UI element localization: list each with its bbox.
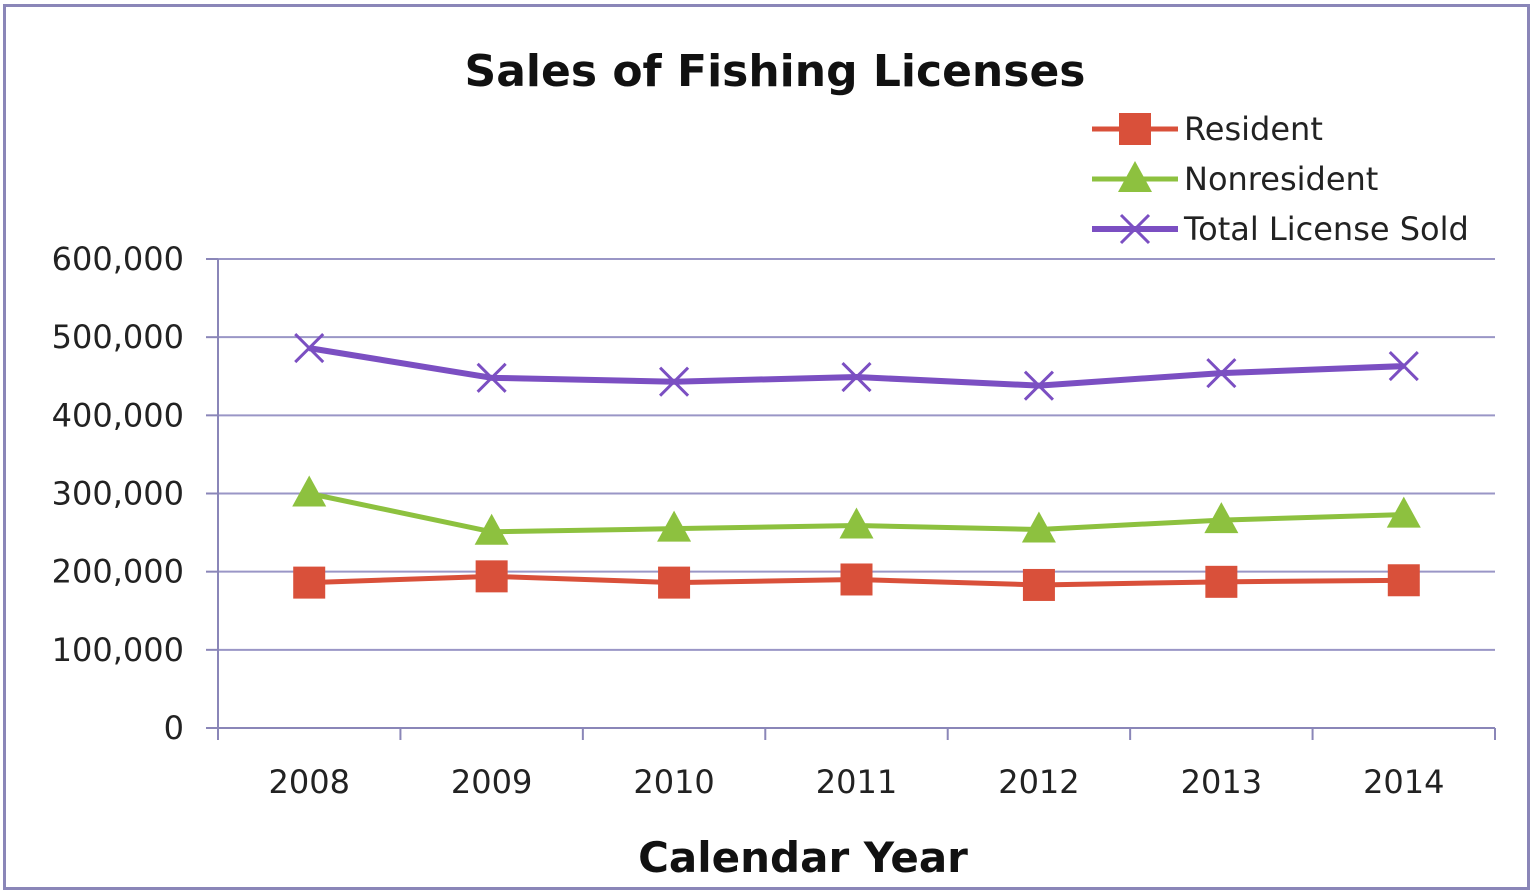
data-point — [1023, 370, 1054, 401]
data-point — [1387, 564, 1420, 597]
legend-label: Total License Sold — [1183, 210, 1469, 248]
y-tick-label: 600,000 — [52, 240, 184, 278]
chart-frame — [3, 4, 1530, 890]
x-tick-label: 2010 — [633, 763, 714, 801]
data-point — [1204, 502, 1239, 534]
grid-lines — [218, 258, 1495, 651]
y-tick-label: 100,000 — [52, 631, 184, 669]
x-tick-label: 2014 — [1363, 763, 1444, 801]
x-tick-label: 2009 — [451, 763, 532, 801]
legend-entry: Nonresident — [1092, 160, 1378, 198]
data-point — [658, 566, 691, 599]
x-tick-label: 2008 — [268, 763, 349, 801]
data-point — [1205, 565, 1238, 598]
axes: 0 100,000 200,000 300,000 400,000 500,000 600,… — [52, 240, 1496, 801]
data-point — [840, 563, 873, 596]
y-tick-label: 200,000 — [52, 553, 184, 591]
legend-swatch-marker — [1119, 113, 1151, 145]
data-point — [293, 566, 326, 599]
series-0 — [293, 560, 1420, 601]
series-2 — [294, 333, 1419, 401]
legend-label: Nonresident — [1184, 160, 1378, 198]
data-point — [839, 507, 874, 539]
x-tick-label: 2012 — [998, 763, 1079, 801]
data-point — [474, 513, 509, 545]
data-point — [657, 510, 692, 542]
data-point — [476, 362, 507, 393]
y-tick-label: 300,000 — [52, 475, 184, 513]
x-tick-label: 2013 — [1181, 763, 1262, 801]
legend-swatch-marker — [1119, 213, 1151, 245]
x-tick-label: 2011 — [816, 763, 897, 801]
legend-entry: Resident — [1092, 110, 1323, 148]
legend-label: Resident — [1184, 110, 1323, 148]
data-point — [1022, 568, 1055, 601]
data-point — [294, 333, 325, 364]
series-layer — [292, 333, 1421, 601]
series-line — [308, 345, 1404, 389]
legend-swatch-marker — [1118, 161, 1152, 192]
data-point — [475, 560, 508, 593]
series-1 — [292, 475, 1421, 545]
data-point — [1021, 511, 1056, 543]
y-tick-label: 0 — [164, 709, 184, 747]
chart-title: Sales of Fishing Licenses — [465, 46, 1086, 97]
data-point — [841, 361, 872, 393]
data-point — [1386, 496, 1421, 528]
data-point — [1206, 358, 1237, 389]
legend-entry: Total License Sold — [1092, 210, 1469, 248]
y-tick-label: 400,000 — [52, 396, 184, 434]
data-point — [1388, 351, 1419, 382]
data-point — [292, 475, 327, 507]
legend: Resident Nonresident Total License Sold — [1092, 110, 1469, 248]
data-point — [659, 366, 690, 397]
y-tick-label: 500,000 — [52, 318, 184, 356]
x-axis-label: Calendar Year — [638, 833, 968, 882]
